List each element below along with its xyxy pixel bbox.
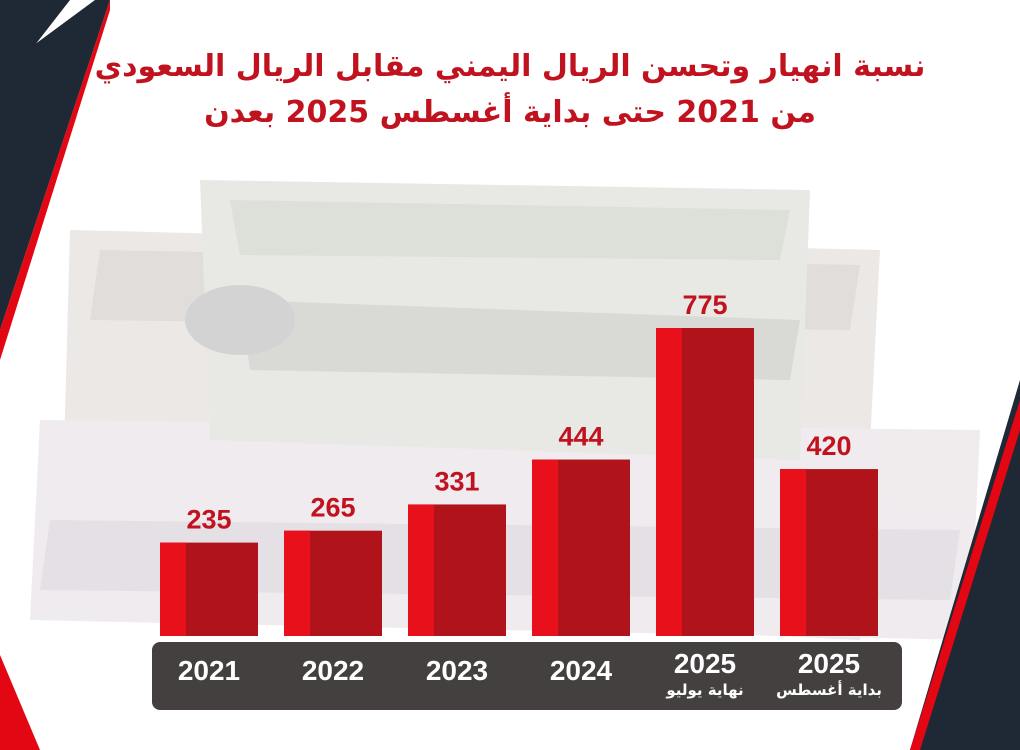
chart-title-line1: نسبة انهيار وتحسن الريال اليمني مقابل ال… [94,49,926,84]
value-label: 331 [434,466,479,496]
bar-highlight [780,469,806,636]
value-label: 265 [310,493,355,523]
top-left-decoration [0,0,110,360]
value-label: 235 [186,505,231,535]
value-label: 444 [558,422,603,452]
bar-2023 [408,504,506,636]
bottom-left-decoration [0,655,40,750]
bottom-right-decoration [910,380,1020,750]
x-tick-label: 2024 [549,655,613,686]
chart-title-line2: من 2021 حتى بداية أغسطس 2025 بعدن [204,95,816,130]
value-label: 420 [806,431,851,461]
bar-2022 [284,530,382,636]
bar-2025-5 [780,469,878,636]
x-tick-label: 2021 [177,655,241,686]
bar-2025-4 [656,328,754,636]
x-tick-label: 2023 [425,655,489,686]
bar-2024 [532,459,630,636]
x-tick-label: 2022 [301,655,365,686]
bar-highlight [656,328,682,636]
bar-highlight [284,530,310,636]
x-tick-label: 2025 [797,648,861,679]
bar-highlight [408,504,434,636]
x-tick-sublabel: بداية أغسطس [776,681,882,699]
bar-highlight [160,542,186,636]
x-tick-label: 2025 [673,648,737,679]
value-label: 775 [682,290,727,320]
bar-2021 [160,542,258,636]
bar-highlight [532,459,558,636]
x-axis-band [152,642,902,710]
x-tick-sublabel: نهاية يوليو [666,681,744,699]
